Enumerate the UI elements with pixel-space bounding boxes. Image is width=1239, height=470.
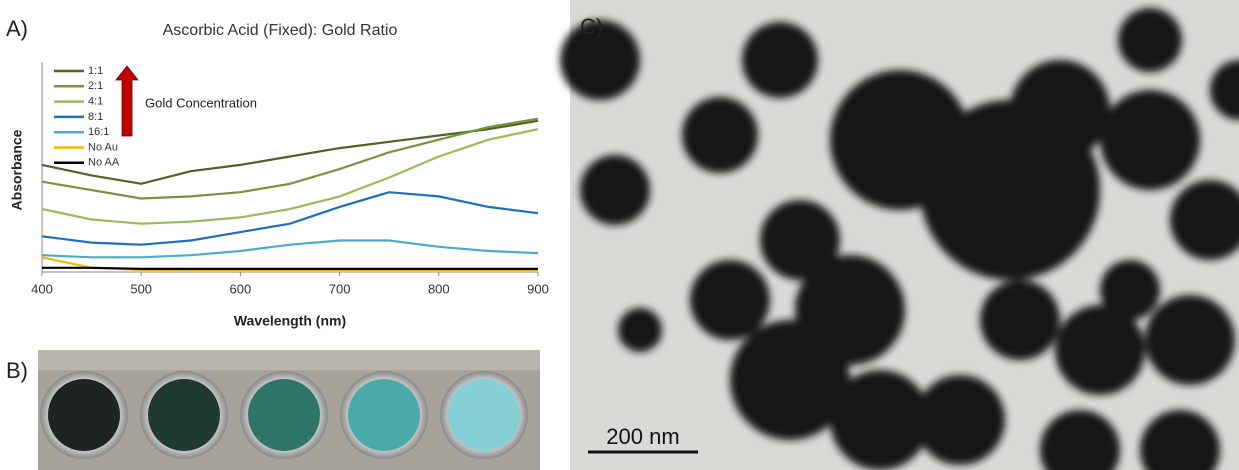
x-tick-label: 500: [130, 281, 152, 296]
x-tick-label: 800: [428, 281, 450, 296]
x-axis-label: Wavelength (nm): [234, 313, 346, 329]
figure: 200 nm A) B) C) Ascorbic Acid (Fixed): G…: [0, 0, 1239, 470]
plate-photo: [38, 350, 540, 470]
legend-label: 1:1: [88, 65, 103, 77]
x-tick-label: 900: [527, 281, 549, 296]
chart-title: Ascorbic Acid (Fixed): Gold Ratio: [163, 22, 398, 39]
series-line: [42, 268, 538, 269]
legend-label: 16:1: [88, 126, 109, 138]
panel-label: B): [6, 358, 28, 383]
x-tick-label: 400: [31, 281, 53, 296]
y-axis-label: Absorbance: [9, 129, 25, 210]
panel-label: A): [6, 16, 28, 41]
annotation: Gold Concentration: [145, 95, 257, 110]
legend-label: 8:1: [88, 111, 103, 123]
legend-label: 2:1: [88, 80, 103, 92]
x-tick-label: 700: [329, 281, 351, 296]
scale-bar-label: 200 nm: [606, 424, 679, 449]
arrow: [116, 66, 138, 136]
tem-image: 200 nm: [560, 0, 1239, 470]
legend-label: No Au: [88, 141, 118, 153]
x-tick-label: 600: [230, 281, 252, 296]
legend-label: No AA: [88, 157, 120, 169]
legend-label: 4:1: [88, 96, 103, 108]
panel-label: C): [580, 14, 603, 39]
series-line: [42, 192, 538, 245]
